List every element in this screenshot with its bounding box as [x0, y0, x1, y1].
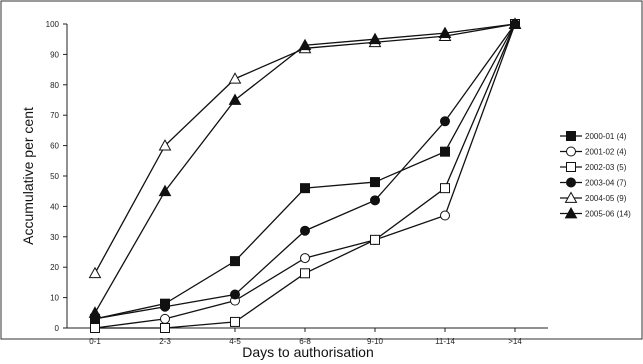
data-point [300, 225, 310, 236]
x-tick-label: >14 [508, 337, 522, 346]
series-line [95, 23, 516, 329]
y-tick-label: 40 [50, 202, 59, 211]
legend-marker [564, 206, 578, 219]
series-line [94, 23, 516, 329]
legend-marker [564, 191, 578, 203]
data-point [230, 289, 240, 300]
y-axis-ticks: 0 10 20 30 40 50 60 70 80 90 100 [46, 20, 67, 333]
y-tick-label: 50 [50, 172, 59, 181]
legend-item: 2002-03 (5) [560, 162, 627, 172]
data-point [508, 17, 522, 29]
data-point [160, 313, 170, 324]
series-line [94, 23, 516, 274]
legend-label: 2001-02 (4) [585, 148, 627, 157]
legend-marker [566, 162, 576, 172]
series-markers [88, 17, 522, 333]
legend-item: 2004-05 (9) [560, 191, 627, 203]
legend-item: 2000-01 (4) [560, 131, 627, 141]
legend-item: 2005-06 (14) [560, 206, 631, 219]
y-tick-label: 60 [50, 142, 59, 151]
data-point [368, 32, 382, 45]
legend-label: 2005-06 (14) [585, 210, 631, 219]
x-axis-label: Days to authorisation [242, 344, 374, 360]
data-point [88, 306, 102, 318]
y-tick-label: 90 [50, 50, 59, 59]
data-point [440, 210, 450, 221]
data-point [370, 234, 380, 245]
data-point [300, 253, 310, 264]
x-tick-label: 6-8 [299, 337, 311, 346]
legend-label: 2002-03 (5) [585, 163, 627, 172]
x-tick-label: 4-5 [229, 337, 241, 346]
x-tick-label: 11-14 [435, 337, 455, 346]
legend-marker [566, 146, 576, 157]
legend: 2000-01 (4) 2001-02 (4) 2002-03 (5) 2003-04… [560, 131, 631, 219]
y-tick-label: 80 [50, 81, 59, 90]
chart-frame [0, 0, 643, 340]
data-point [158, 139, 172, 151]
data-point [370, 177, 380, 188]
legend-label: 2004-05 (9) [585, 194, 627, 203]
data-point [230, 256, 240, 267]
data-point [300, 183, 310, 194]
legend-item: 2001-02 (4) [560, 146, 627, 157]
data-point [440, 146, 450, 157]
data-point [440, 183, 450, 194]
data-point [88, 266, 102, 279]
y-axis-label: Accumulative per cent [20, 107, 36, 245]
y-tick-label: 0 [55, 324, 60, 333]
legend-item: 2003-04 (7) [560, 177, 627, 188]
legend-label: 2003-04 (7) [585, 179, 627, 188]
y-tick-label: 30 [50, 233, 59, 242]
data-point [90, 323, 100, 333]
data-point [160, 323, 170, 333]
data-point [228, 93, 242, 105]
data-point [440, 116, 450, 127]
x-tick-label: 0-1 [89, 337, 101, 346]
series-lines [94, 23, 516, 329]
x-tick-label: 9-10 [367, 337, 384, 346]
data-point [230, 316, 240, 327]
y-tick-label: 20 [50, 263, 59, 272]
data-point [160, 301, 170, 312]
legend-marker [566, 177, 576, 188]
y-tick-label: 10 [50, 294, 59, 303]
data-point [158, 184, 172, 197]
data-point [300, 268, 310, 279]
data-point [228, 72, 242, 84]
x-tick-label: 2-3 [159, 337, 171, 346]
data-point [438, 26, 452, 39]
y-tick-label: 100 [46, 20, 60, 29]
legend-label: 2000-01 (4) [585, 132, 627, 141]
legend-marker [566, 131, 576, 141]
data-point [298, 38, 312, 51]
data-point [370, 195, 380, 206]
y-tick-label: 70 [50, 111, 59, 120]
